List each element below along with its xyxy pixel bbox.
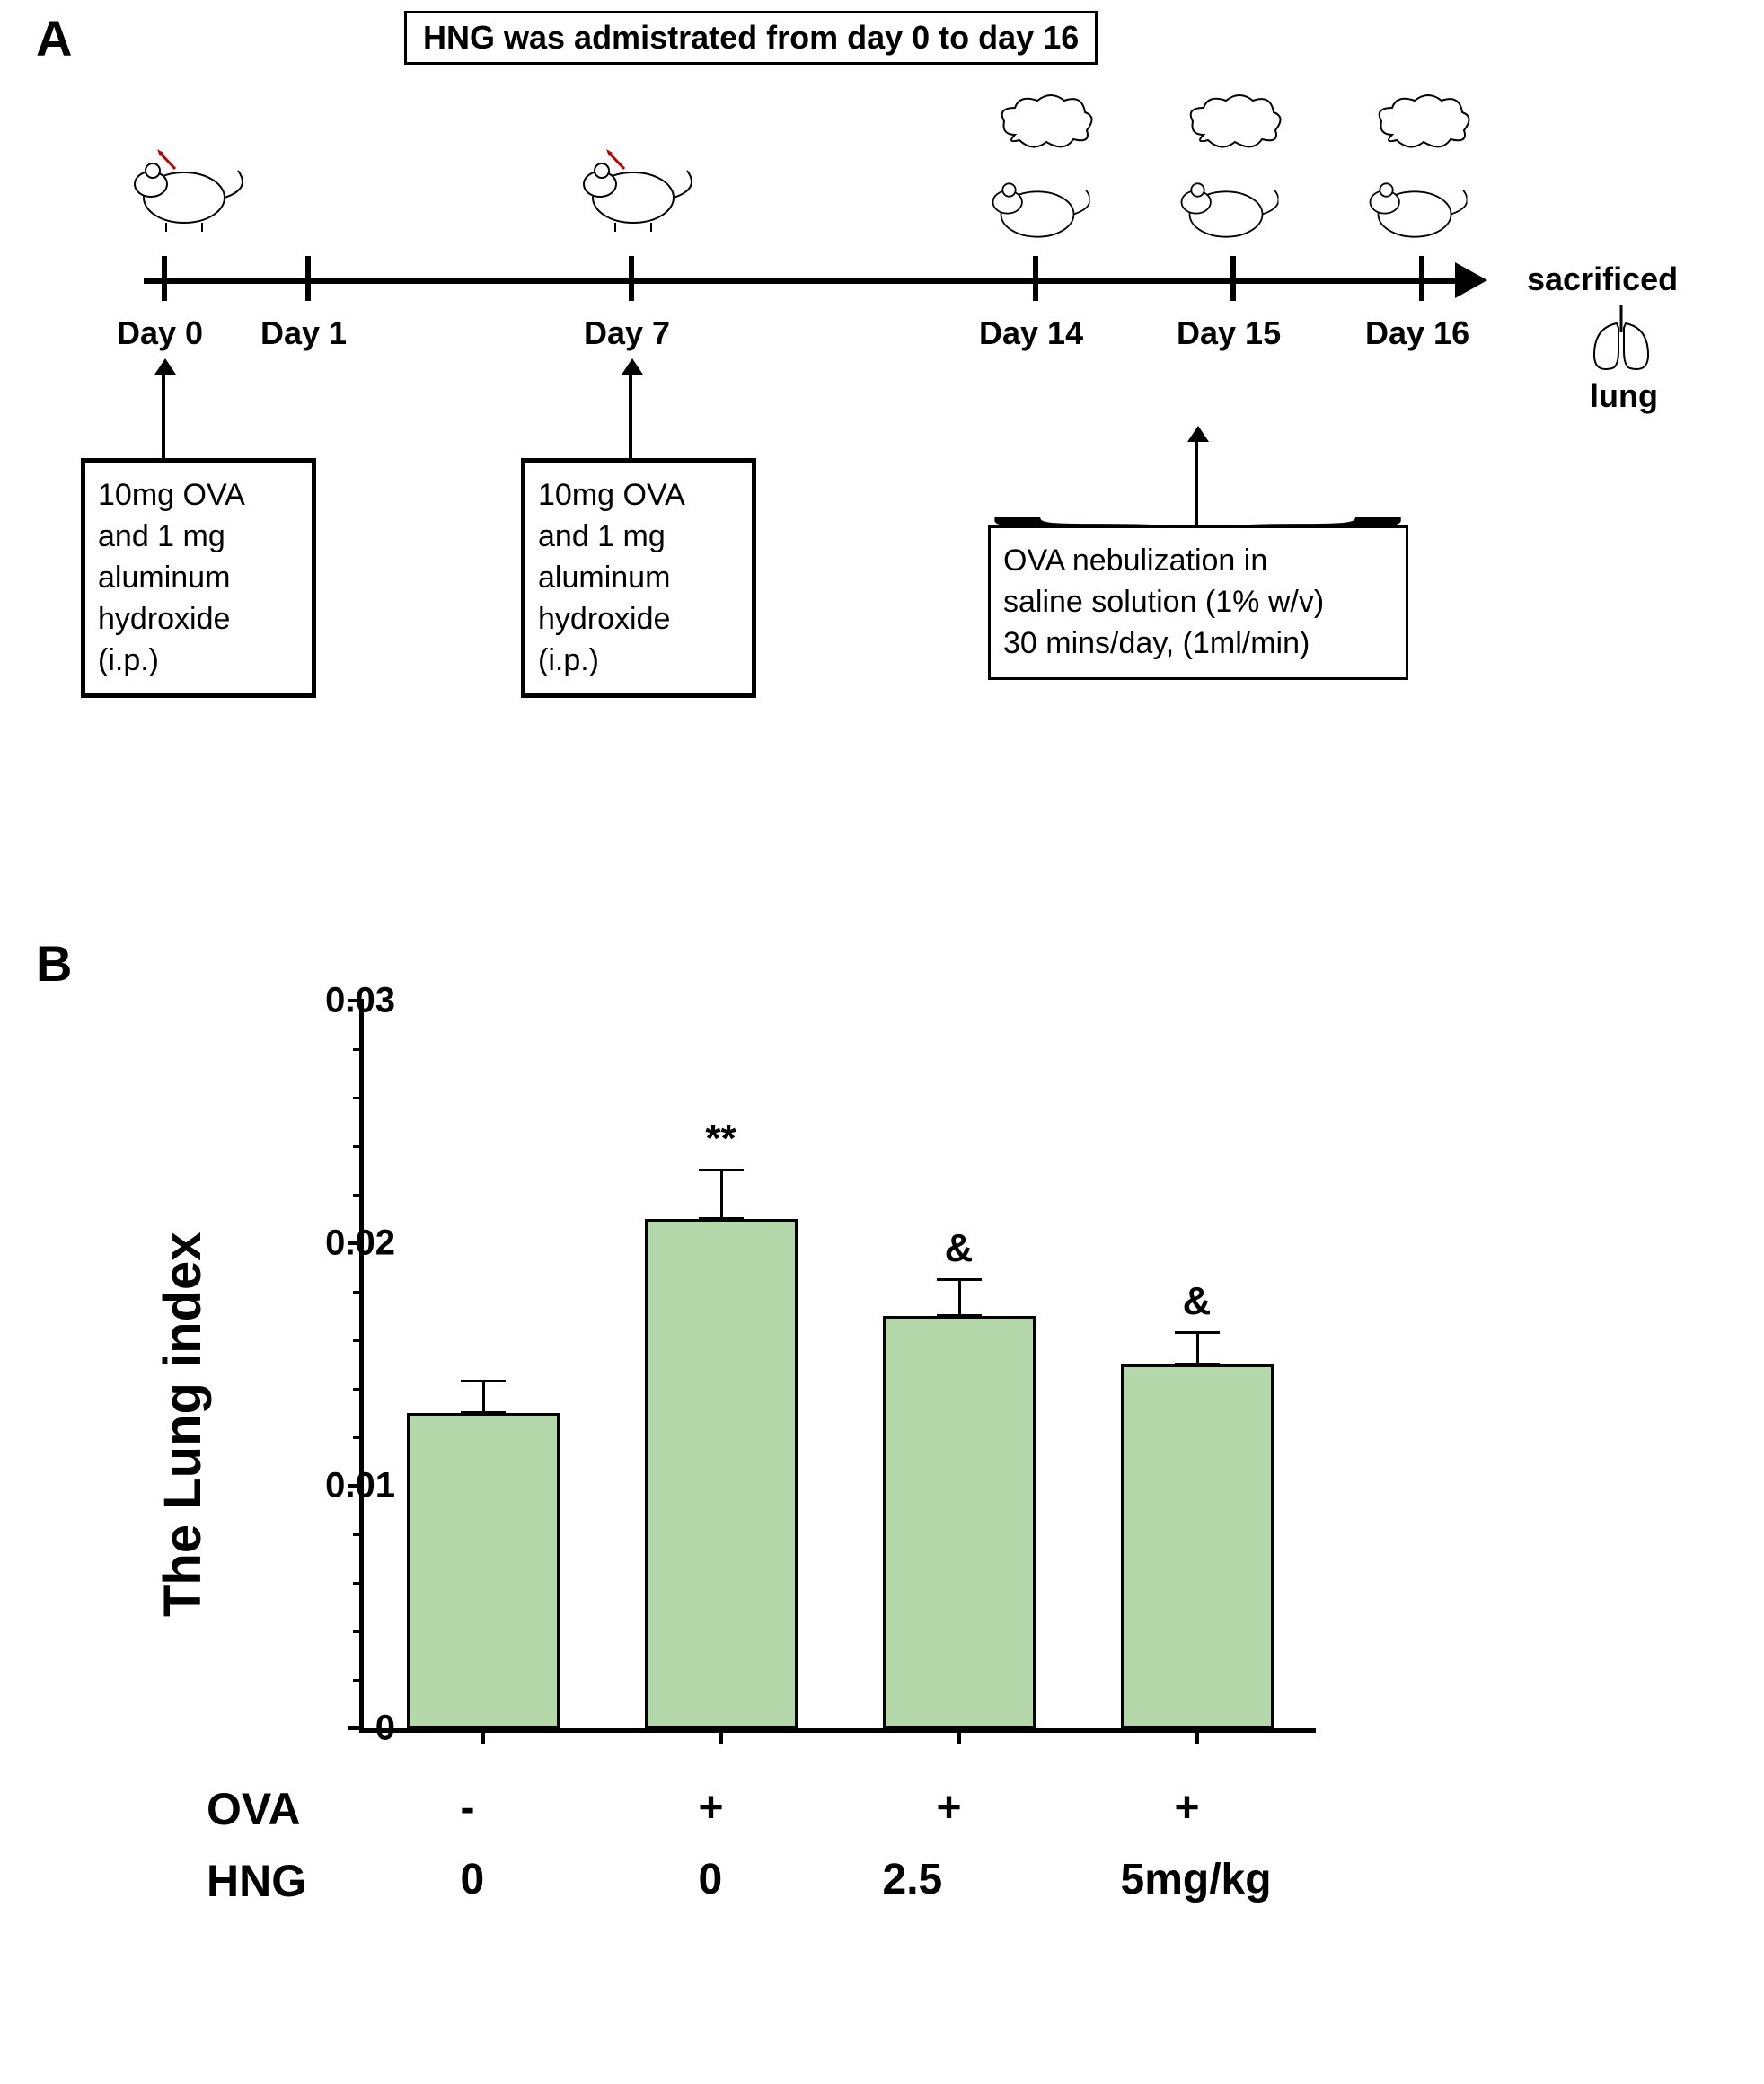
chart-bar	[883, 1316, 1036, 1728]
timeline-tick	[1033, 256, 1038, 301]
error-cap	[937, 1314, 982, 1317]
error-bar	[720, 1170, 723, 1219]
ova-text: 10mg OVA and 1 mg aluminum hydroxide (i.…	[98, 478, 245, 677]
x-tick	[719, 1728, 723, 1744]
timeline-tick	[1230, 256, 1236, 301]
y-minor-tick	[353, 1533, 364, 1536]
error-bar	[1196, 1333, 1199, 1364]
ova-box-2: 10mg OVA and 1 mg aluminum hydroxide (i.…	[521, 458, 756, 698]
panel-a-label: A	[36, 9, 72, 67]
mouse-icon	[575, 144, 692, 225]
nebulization-text: OVA nebulization in saline solution (1% …	[1003, 543, 1324, 660]
y-minor-tick	[353, 1436, 364, 1439]
error-cap	[461, 1380, 506, 1382]
y-minor-tick	[353, 1048, 364, 1051]
x-label-hng: 2.5	[883, 1855, 943, 1904]
day-label: Day 14	[979, 314, 1083, 352]
hng-note-box: HNG was admistrated from day 0 to day 16	[404, 11, 1098, 65]
mouse-icon	[1363, 166, 1468, 239]
error-cap	[699, 1169, 744, 1171]
nebulization-box: OVA nebulization in saline solution (1% …	[988, 525, 1408, 680]
timeline-axis	[144, 278, 1455, 284]
panel-a: A HNG was admistrated from day 0 to day …	[18, 18, 1724, 844]
cloud-icon	[997, 90, 1096, 153]
ova-text: 10mg OVA and 1 mg aluminum hydroxide (i.…	[538, 478, 685, 677]
arrow-icon	[162, 373, 165, 458]
timeline-tick	[1419, 256, 1424, 301]
arrow-icon	[629, 373, 632, 458]
y-minor-tick	[353, 1582, 364, 1585]
error-cap	[699, 1217, 744, 1220]
day-label: Day 1	[260, 314, 347, 352]
error-cap	[461, 1411, 506, 1414]
timeline-tick	[162, 256, 167, 301]
y-tick-label: 0.02	[325, 1223, 395, 1264]
y-minor-tick	[353, 1388, 364, 1391]
day-label: Day 7	[584, 314, 670, 352]
day-label: Day 15	[1177, 314, 1281, 352]
significance-marker: **	[705, 1117, 736, 1161]
x-tick	[1195, 1728, 1199, 1744]
x-label-hng: 0	[461, 1855, 485, 1904]
error-bar	[482, 1382, 485, 1413]
bar-chart-plot: ** & &	[359, 1001, 1316, 1733]
x-tick	[957, 1728, 961, 1744]
x-label-hng: 5mg/kg	[1121, 1855, 1272, 1904]
x-header-hng: HNG	[207, 1855, 306, 1907]
timeline-tick	[629, 256, 634, 301]
ova-box-1: 10mg OVA and 1 mg aluminum hydroxide (i.…	[81, 458, 316, 698]
mouse-icon	[985, 166, 1090, 239]
x-label-ova: +	[699, 1783, 724, 1832]
panel-b-label: B	[36, 934, 72, 993]
chart-bar	[407, 1413, 560, 1728]
day-label: Day 16	[1365, 314, 1469, 352]
chart-bar	[645, 1219, 798, 1728]
y-tick-label: 0.01	[325, 1466, 395, 1506]
y-minor-tick	[353, 1679, 364, 1682]
y-minor-tick	[353, 1097, 364, 1099]
mouse-icon	[126, 144, 243, 225]
day-label: Day 0	[117, 314, 203, 352]
significance-marker: &	[945, 1226, 974, 1271]
significance-marker: &	[1183, 1279, 1212, 1324]
panel-b: B The Lung index **&& OVA HNG 00.010.020…	[126, 934, 1365, 2066]
x-label-ova: +	[937, 1783, 962, 1832]
figure: A HNG was admistrated from day 0 to day …	[18, 18, 1746, 2066]
brace-icon: ⏟	[987, 464, 1409, 499]
error-cap	[1175, 1363, 1220, 1365]
lung-icon	[1581, 296, 1662, 377]
y-minor-tick	[353, 1630, 364, 1633]
x-header-ova: OVA	[207, 1783, 301, 1835]
timeline-arrowhead	[1455, 262, 1487, 298]
error-cap	[937, 1278, 982, 1281]
y-minor-tick	[353, 1145, 364, 1148]
sacrificed-label: sacrificed	[1527, 260, 1678, 298]
error-cap	[1175, 1331, 1220, 1334]
timeline-tick	[305, 256, 311, 301]
x-label-hng: 0	[699, 1855, 723, 1904]
cloud-icon	[1374, 90, 1473, 153]
error-bar	[958, 1280, 961, 1317]
x-tick	[481, 1728, 485, 1744]
y-minor-tick	[353, 1339, 364, 1342]
lung-label: lung	[1590, 377, 1658, 415]
x-label-ova: +	[1175, 1783, 1200, 1832]
y-minor-tick	[353, 1194, 364, 1197]
y-tick-label: 0	[375, 1709, 395, 1749]
y-axis-label: The Lung index	[153, 1232, 213, 1617]
y-minor-tick	[353, 1291, 364, 1294]
mouse-icon	[1174, 166, 1279, 239]
y-tick	[348, 1726, 364, 1730]
x-label-ova: -	[461, 1783, 475, 1832]
y-tick-label: 0.03	[325, 981, 395, 1021]
chart-bar	[1121, 1364, 1274, 1728]
cloud-icon	[1186, 90, 1284, 153]
